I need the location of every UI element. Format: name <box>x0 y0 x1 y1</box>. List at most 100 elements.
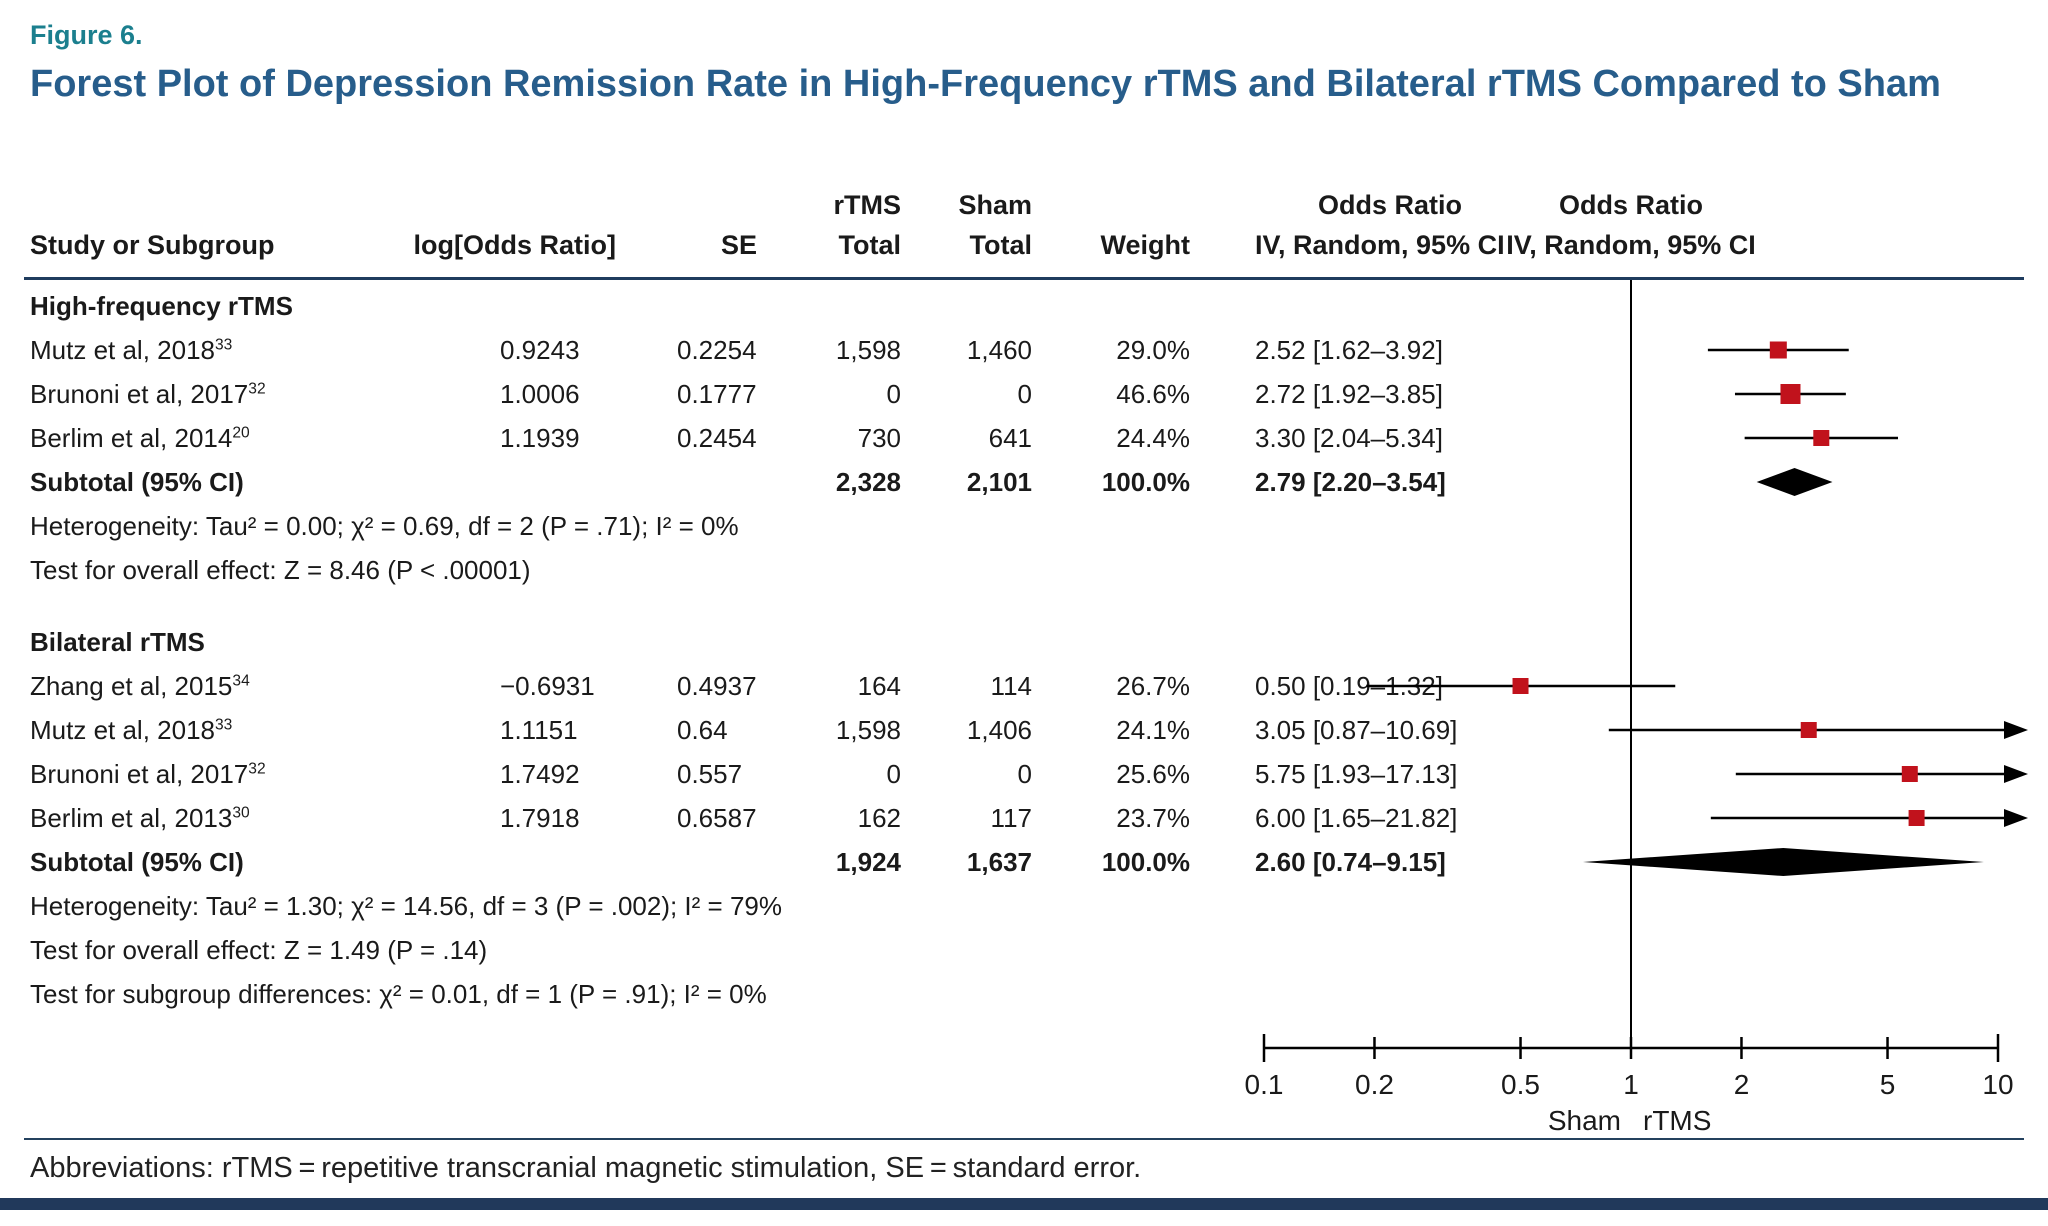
subtotal-sham-total: 2,101 <box>966 467 1032 497</box>
rtms-total-value: 1,598 <box>835 715 901 745</box>
odds-ratio-ci-text: 3.30 [2.04–5.34] <box>1255 423 1443 453</box>
study-row: Brunoni et al, 201732 1.7492 0.557 0 0 25.6% 5… <box>0 752 2048 796</box>
study-name: Brunoni et al, 201732 <box>30 759 266 789</box>
header-rule <box>24 277 2024 280</box>
subgroup-difference-row: Test for subgroup differences: χ² = 0.01… <box>0 972 2048 1016</box>
log-odds-ratio-value: −0.6931 <box>500 671 595 701</box>
col-header-rtms: rTMS <box>833 190 902 220</box>
overall-effect-row: Test for overall effect: Z = 8.46 (P < .… <box>0 548 2048 592</box>
study-name: Berlim et al, 201330 <box>30 803 250 833</box>
rtms-total-value: 730 <box>857 423 901 453</box>
sham-total-value: 0 <box>1017 759 1032 789</box>
bottom-border-bar <box>0 1198 2048 1210</box>
study-name: Brunoni et al, 201732 <box>30 379 266 409</box>
odds-ratio-ci-text: 3.05 [0.87–10.69] <box>1255 715 1458 745</box>
col-header-se: SE <box>720 230 757 260</box>
col-header-odds-ratio-plot-method: IV, Random, 95% CI <box>1506 230 1756 260</box>
study-row: Mutz et al, 201833 0.9243 0.2254 1,598 1,460… <box>0 328 2048 372</box>
reference-number: 20 <box>232 424 250 442</box>
sham-total-value: 641 <box>988 423 1032 453</box>
subgroup-difference-text: Test for subgroup differences: χ² = 0.01… <box>30 979 767 1009</box>
col-header-odds-ratio-text-method: IV, Random, 95% CI <box>1255 230 1505 260</box>
heterogeneity-text: Heterogeneity: Tau² = 1.30; χ² = 14.56, … <box>30 891 782 921</box>
group-name: High-frequency rTMS <box>30 291 293 321</box>
log-odds-ratio-value: 1.0006 <box>500 379 580 409</box>
col-header-sham: Sham <box>958 190 1032 220</box>
study-row: Brunoni et al, 201732 1.0006 0.1777 0 0 46.6%… <box>0 372 2048 416</box>
subtotal-rtms-total: 2,328 <box>835 467 901 497</box>
se-value: 0.4937 <box>677 671 757 701</box>
footer-rule <box>24 1138 2024 1140</box>
overall-effect-text: Test for overall effect: Z = 8.46 (P < .… <box>30 555 531 585</box>
odds-ratio-ci-text: 5.75 [1.93–17.13] <box>1255 759 1458 789</box>
rtms-total-value: 164 <box>857 671 901 701</box>
col-header-weight: Weight <box>1100 230 1191 260</box>
subtotal-odds-ratio-ci-text: 2.79 [2.20–3.54] <box>1255 467 1446 497</box>
sham-total-value: 117 <box>990 803 1032 833</box>
se-value: 0.2454 <box>677 423 757 453</box>
study-row: Berlim et al, 201330 1.7918 0.6587 162 117 23… <box>0 796 2048 840</box>
study-row: Mutz et al, 201833 1.1151 0.64 1,598 1,406 24… <box>0 708 2048 752</box>
col-header-log-odds-ratio: log[Odds Ratio] <box>413 230 616 260</box>
study-row: Berlim et al, 201420 1.1939 0.2454 730 641 24… <box>0 416 2048 460</box>
sham-total-value: 1,460 <box>966 335 1032 365</box>
weight-value: 23.7% <box>1116 803 1190 833</box>
study-name: Mutz et al, 201833 <box>30 335 233 365</box>
rtms-total-value: 0 <box>886 379 901 409</box>
subtotal-label: Subtotal (95% CI) <box>30 467 244 497</box>
weight-value: 46.6% <box>1116 379 1190 409</box>
col-header-odds-ratio-text: Odds Ratio <box>1317 190 1462 220</box>
col-header-sham-total: Total <box>969 230 1033 260</box>
subtotal-row: Subtotal (95% CI) 2,328 2,101 100.0% 2.79 [2… <box>0 460 2048 504</box>
subtotal-rtms-total: 1,924 <box>835 847 901 877</box>
weight-value: 25.6% <box>1116 759 1190 789</box>
log-odds-ratio-value: 1.1151 <box>500 715 578 745</box>
log-odds-ratio-value: 1.7918 <box>500 803 580 833</box>
reference-number: 30 <box>232 804 250 822</box>
odds-ratio-ci-text: 0.50 [0.19–1.32] <box>1255 671 1443 701</box>
log-odds-ratio-value: 0.9243 <box>500 335 580 365</box>
col-header-study: Study or Subgroup <box>30 230 275 260</box>
figure-title: Forest Plot of Depression Remission Rate… <box>30 63 1941 105</box>
subtotal-weight: 100.0% <box>1101 467 1190 497</box>
sham-total-value: 0 <box>1017 379 1032 409</box>
weight-value: 24.1% <box>1116 715 1190 745</box>
col-header-rtms-total: Total <box>838 230 902 260</box>
rtms-total-value: 0 <box>886 759 901 789</box>
reference-number: 34 <box>232 672 250 690</box>
overall-effect-row: Test for overall effect: Z = 1.49 (P = .… <box>0 928 2048 972</box>
study-name: Mutz et al, 201833 <box>30 715 233 745</box>
reference-number: 32 <box>248 760 266 778</box>
subtotal-row: Subtotal (95% CI) 1,924 1,637 100.0% 2.60 [0… <box>0 840 2048 884</box>
se-value: 0.6587 <box>677 803 757 833</box>
log-odds-ratio-value: 1.7492 <box>500 759 580 789</box>
reference-number: 32 <box>248 380 266 398</box>
figure-label: Figure 6. <box>30 20 143 50</box>
reference-number: 33 <box>215 336 233 354</box>
study-row: Zhang et al, 201534 −0.6931 0.4937 164 114 26… <box>0 664 2048 708</box>
subtotal-odds-ratio-ci-text: 2.60 [0.74–9.15] <box>1255 847 1446 877</box>
abbreviations-text: Abbreviations: rTMS = repetitive transcr… <box>30 1152 1142 1184</box>
sham-total-value: 114 <box>990 671 1032 701</box>
se-value: 0.1777 <box>677 379 757 409</box>
heterogeneity-text: Heterogeneity: Tau² = 0.00; χ² = 0.69, d… <box>30 511 739 541</box>
study-name: Berlim et al, 201420 <box>30 423 250 453</box>
subtotal-label: Subtotal (95% CI) <box>30 847 244 877</box>
group-header-row: Bilateral rTMS <box>0 620 2048 664</box>
sham-total-value: 1,406 <box>966 715 1032 745</box>
heterogeneity-row: Heterogeneity: Tau² = 0.00; χ² = 0.69, d… <box>0 504 2048 548</box>
odds-ratio-ci-text: 6.00 [1.65–21.82] <box>1255 803 1458 833</box>
weight-value: 24.4% <box>1116 423 1190 453</box>
col-header-odds-ratio-plot: Odds Ratio <box>1558 190 1703 220</box>
se-value: 0.64 <box>677 715 728 745</box>
se-value: 0.2254 <box>677 335 757 365</box>
weight-value: 29.0% <box>1116 335 1190 365</box>
reference-number: 33 <box>215 716 233 734</box>
heterogeneity-row: Heterogeneity: Tau² = 1.30; χ² = 14.56, … <box>0 884 2048 928</box>
rtms-total-value: 1,598 <box>835 335 901 365</box>
odds-ratio-ci-text: 2.72 [1.92–3.85] <box>1255 379 1443 409</box>
group-header-row: High-frequency rTMS <box>0 284 2048 328</box>
study-name: Zhang et al, 201534 <box>30 671 250 701</box>
